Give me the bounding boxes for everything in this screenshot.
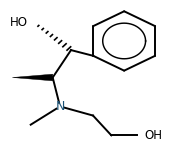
- Text: HO: HO: [10, 16, 28, 29]
- Polygon shape: [12, 74, 53, 81]
- Text: OH: OH: [144, 129, 162, 142]
- Text: N: N: [55, 100, 65, 113]
